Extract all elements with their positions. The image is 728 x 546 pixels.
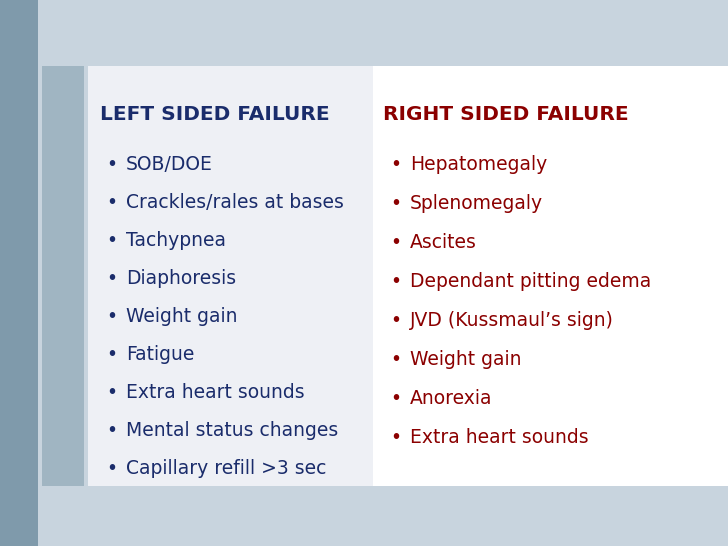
Text: Crackles/rales at bases: Crackles/rales at bases bbox=[126, 193, 344, 212]
Bar bbox=[88, 66, 373, 486]
Text: Splenomegaly: Splenomegaly bbox=[410, 194, 543, 213]
Text: Capillary refill >3 sec: Capillary refill >3 sec bbox=[126, 459, 326, 478]
Text: JVD (Kussmaul’s sign): JVD (Kussmaul’s sign) bbox=[410, 311, 614, 330]
Text: •: • bbox=[106, 269, 117, 288]
Text: Mental status changes: Mental status changes bbox=[126, 421, 339, 440]
Bar bbox=[373, 66, 728, 486]
Bar bbox=[0, 0, 38, 546]
Text: •: • bbox=[390, 233, 401, 252]
Text: •: • bbox=[390, 311, 401, 330]
Text: Hepatomegaly: Hepatomegaly bbox=[410, 155, 547, 174]
Text: •: • bbox=[106, 193, 117, 212]
Text: •: • bbox=[390, 272, 401, 291]
Text: Diaphoresis: Diaphoresis bbox=[126, 269, 236, 288]
Text: •: • bbox=[390, 155, 401, 174]
Text: •: • bbox=[106, 155, 117, 174]
Text: Fatigue: Fatigue bbox=[126, 345, 194, 364]
Text: Dependant pitting edema: Dependant pitting edema bbox=[410, 272, 652, 291]
Text: •: • bbox=[106, 345, 117, 364]
Text: Tachypnea: Tachypnea bbox=[126, 231, 226, 250]
Text: •: • bbox=[106, 421, 117, 440]
Text: Extra heart sounds: Extra heart sounds bbox=[410, 428, 589, 447]
Text: •: • bbox=[390, 194, 401, 213]
Bar bbox=[42, 66, 84, 486]
Text: LEFT SIDED FAILURE: LEFT SIDED FAILURE bbox=[100, 105, 330, 124]
Text: Ascites: Ascites bbox=[410, 233, 477, 252]
Text: Anorexia: Anorexia bbox=[410, 389, 493, 408]
Text: Weight gain: Weight gain bbox=[126, 307, 237, 326]
Text: Weight gain: Weight gain bbox=[410, 350, 521, 369]
Text: RIGHT SIDED FAILURE: RIGHT SIDED FAILURE bbox=[383, 105, 628, 124]
Text: SOB/DOE: SOB/DOE bbox=[126, 155, 213, 174]
Text: Extra heart sounds: Extra heart sounds bbox=[126, 383, 304, 402]
Text: •: • bbox=[390, 428, 401, 447]
Text: •: • bbox=[390, 389, 401, 408]
Text: •: • bbox=[106, 307, 117, 326]
Text: •: • bbox=[106, 459, 117, 478]
Text: •: • bbox=[106, 383, 117, 402]
Text: •: • bbox=[106, 231, 117, 250]
Text: •: • bbox=[390, 350, 401, 369]
